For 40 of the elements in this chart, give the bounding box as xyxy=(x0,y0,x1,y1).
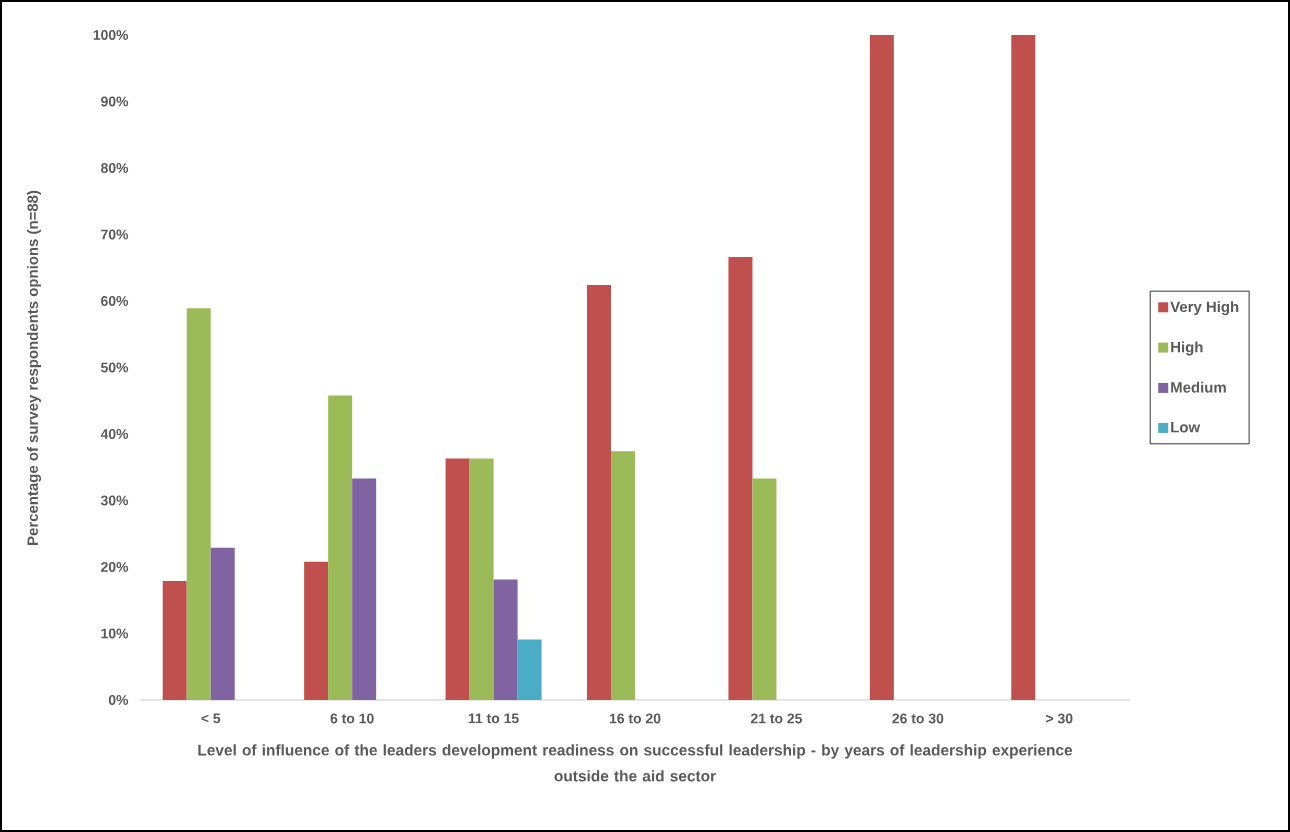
bar xyxy=(445,458,470,700)
y-tick-label: 40% xyxy=(100,429,129,439)
y-tick-label: 60% xyxy=(101,296,129,306)
bar xyxy=(210,547,235,700)
y-tick-label: 0% xyxy=(108,695,129,705)
y-tick-label: 30% xyxy=(100,495,129,506)
x-tick-label: 21 to 25 xyxy=(750,713,803,724)
legend-label: Low xyxy=(1171,422,1201,433)
bar xyxy=(162,580,187,700)
x-tick-label: 11 to 15 xyxy=(468,713,519,724)
bar xyxy=(328,395,353,700)
x-tick-label: 16 to 20 xyxy=(609,713,661,724)
y-tick-label: 100% xyxy=(93,30,129,40)
legend-label: Very High xyxy=(1170,301,1239,316)
y-tick-label: 50% xyxy=(101,362,129,373)
bar xyxy=(186,308,211,700)
y-tick-label: 70% xyxy=(101,229,129,240)
y-tick-label: 10% xyxy=(101,628,129,639)
x-tick-label: 6 to 10 xyxy=(330,713,374,724)
bar xyxy=(493,579,518,700)
bar xyxy=(752,478,777,700)
bar xyxy=(352,478,377,700)
x-tick-label: < 5 xyxy=(201,713,221,724)
legend-label: High xyxy=(1171,341,1203,356)
bar xyxy=(517,639,542,700)
bar xyxy=(1011,34,1036,700)
bar xyxy=(469,458,494,700)
bar xyxy=(587,285,612,700)
y-tick-label: 80% xyxy=(101,163,129,173)
x-tick-label: > 30 xyxy=(1046,713,1073,724)
bar xyxy=(611,451,636,700)
bar xyxy=(869,34,894,700)
y-tick-label: 90% xyxy=(101,96,129,107)
x-axis-title: Level of influence of the leaders development readiness on successful leadership - by years of leadership experience outside the aid sector xyxy=(198,744,1073,782)
y-axis-title: Percentage of survey respondents opnions (n=88) xyxy=(27,190,42,545)
legend-label: Medium xyxy=(1171,381,1226,393)
bar xyxy=(728,257,753,700)
x-tick-label: 26 to 30 xyxy=(892,713,944,724)
bar xyxy=(304,561,329,700)
y-tick-label: 20% xyxy=(101,562,129,572)
